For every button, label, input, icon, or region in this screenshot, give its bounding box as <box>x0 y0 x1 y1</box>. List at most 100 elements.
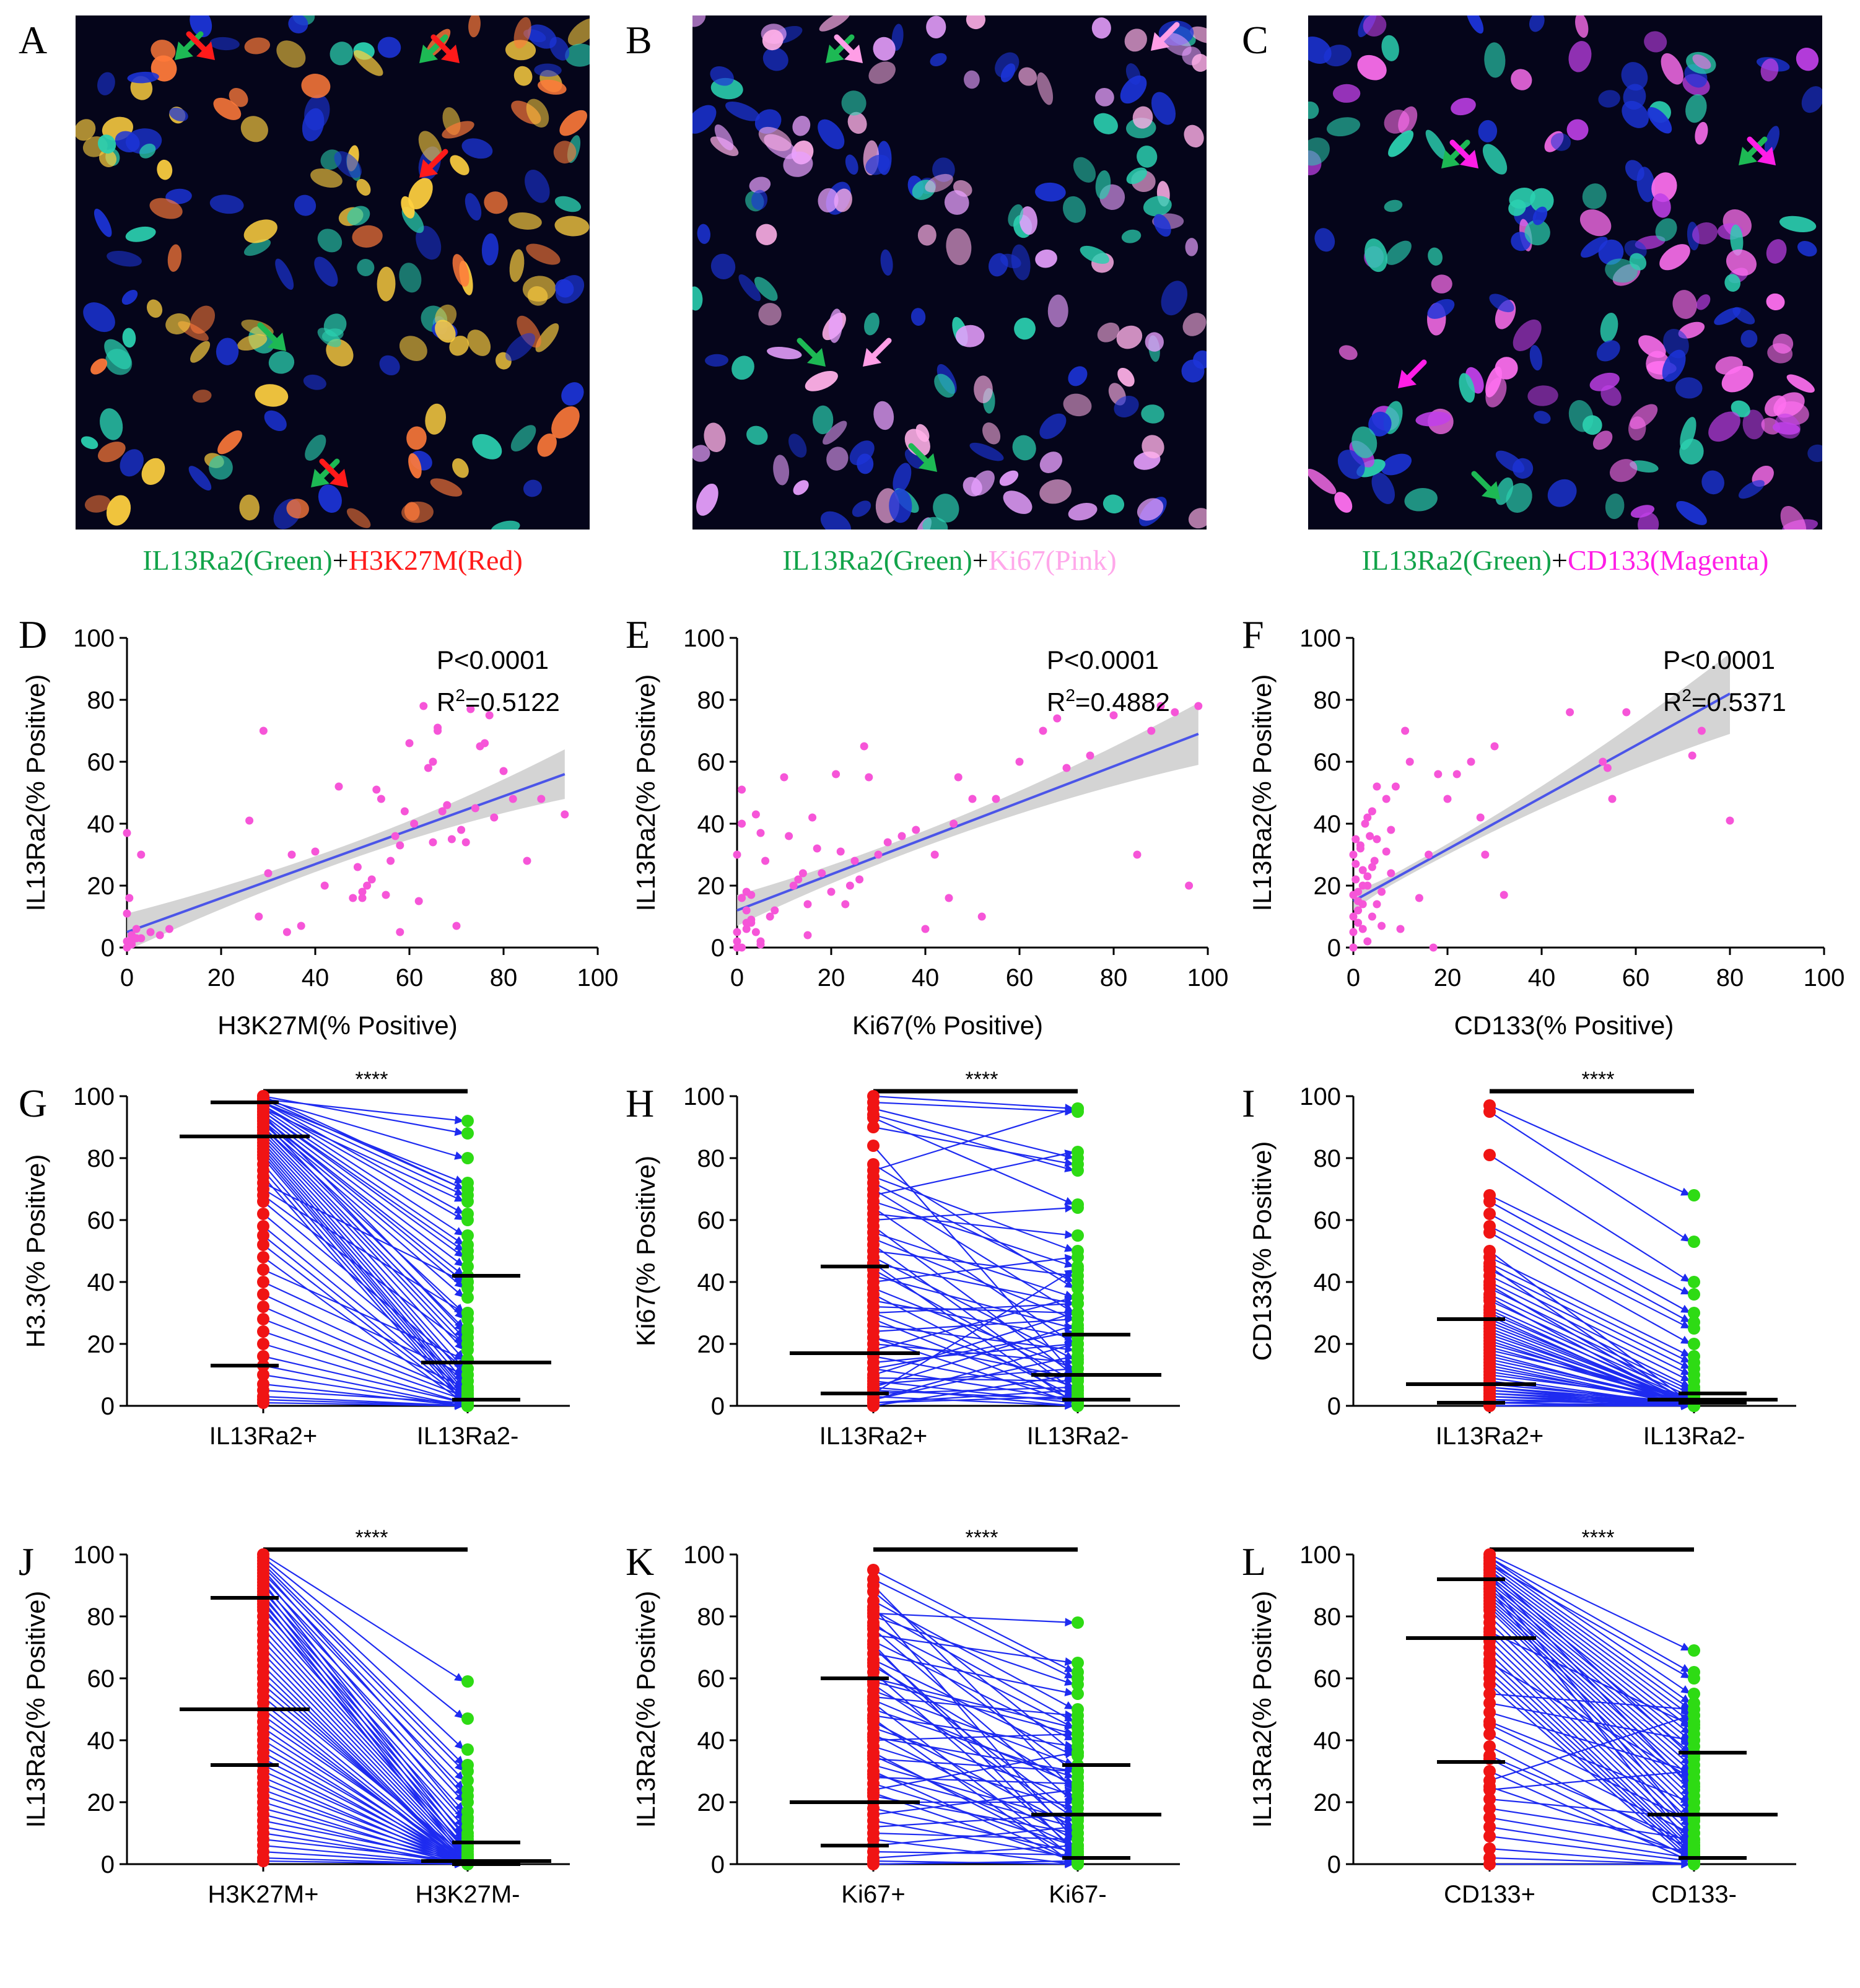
pair-line <box>873 1269 1075 1394</box>
y-tick-label: 20 <box>87 1789 115 1816</box>
pair-arrowhead <box>1680 1834 1690 1843</box>
cell-nucleus <box>1621 62 1648 91</box>
cell-nucleus <box>98 149 117 168</box>
cell-nucleus <box>416 225 442 260</box>
pair-arrowhead <box>1064 1805 1074 1815</box>
data-point <box>798 869 807 878</box>
data-point <box>282 928 291 936</box>
pair-arrowhead <box>1065 1710 1074 1719</box>
pair-line <box>873 1745 1075 1810</box>
cell-nucleus <box>472 434 502 460</box>
cell-nucleus <box>1582 415 1602 435</box>
cell-nucleus <box>301 73 331 98</box>
cell-nucleus <box>751 190 768 210</box>
negative-group-point <box>1688 1236 1700 1248</box>
cell-nucleus <box>704 422 726 453</box>
data-point <box>794 875 803 884</box>
cell-nucleus <box>1142 435 1164 459</box>
negative-group-point <box>461 1790 474 1802</box>
cell-nucleus <box>1091 17 1111 39</box>
x-tick-label: 20 <box>207 964 235 992</box>
pair-arrowhead <box>1680 1367 1690 1375</box>
stat-r-squared-superscript: 2 <box>455 686 465 705</box>
pair-line <box>263 1672 465 1865</box>
y-tick-label: 40 <box>87 811 115 838</box>
pair-line <box>263 1838 465 1862</box>
cell-nucleus <box>305 434 326 461</box>
pair-line <box>1489 1327 1691 1407</box>
negative-group-point <box>461 1743 474 1756</box>
cell-nucleus <box>788 434 807 458</box>
pair-line <box>263 1402 465 1407</box>
negative-group-point <box>1072 1102 1084 1115</box>
data-point <box>386 857 395 865</box>
cell-nucleus <box>1652 193 1671 218</box>
pair-line <box>1489 1250 1691 1403</box>
pair-arrowhead <box>1680 1286 1690 1294</box>
cell-nucleus <box>1581 237 1608 258</box>
cell-nucleus <box>209 194 244 214</box>
pair-line <box>1489 1563 1691 1679</box>
pair-line <box>873 1773 1075 1828</box>
data-point <box>457 826 466 834</box>
positive-group-point <box>867 1121 880 1133</box>
pair-arrowhead <box>1064 1274 1074 1282</box>
negative-group-point <box>461 1338 474 1350</box>
pair-line <box>873 1206 1075 1221</box>
y-tick-label: 20 <box>1314 1331 1342 1358</box>
pair-line <box>263 1622 465 1846</box>
cell-nucleus <box>1647 107 1672 134</box>
pair-line <box>1489 1269 1691 1369</box>
cell-nucleus <box>1451 97 1476 116</box>
cell-nucleus <box>692 105 717 134</box>
cell-nucleus <box>243 239 271 256</box>
cell-nucleus <box>1760 58 1779 82</box>
significance-label: **** <box>1582 1068 1615 1091</box>
negative-group-point <box>1688 1709 1700 1722</box>
pair-arrowhead <box>454 1372 464 1381</box>
cell-nucleus <box>151 40 176 62</box>
cell-nucleus <box>767 347 802 360</box>
data-point <box>485 711 494 720</box>
cell-nucleus <box>1466 15 1484 34</box>
data-point <box>1405 757 1414 766</box>
cell-nucleus <box>762 29 784 51</box>
cell-nucleus <box>1097 322 1120 342</box>
pair-line <box>263 1563 465 1766</box>
cell-nucleus <box>565 43 590 67</box>
data-point <box>320 881 329 890</box>
data-point <box>400 807 409 816</box>
cell-nucleus <box>868 61 896 84</box>
pair-line <box>263 1130 465 1338</box>
panel-letter-b: B <box>626 18 652 62</box>
cell-nucleus <box>513 66 533 86</box>
pair-arrowhead <box>1680 1805 1690 1815</box>
positive-group-point <box>867 1158 880 1171</box>
positive-group-point <box>1483 1260 1496 1273</box>
pair-line <box>873 1733 1075 1840</box>
negative-group-point <box>1072 1229 1084 1242</box>
positive-group-point <box>1483 1811 1496 1824</box>
pair-line <box>873 1126 1075 1166</box>
pair-line <box>873 1699 1075 1785</box>
data-point <box>789 881 798 890</box>
cell-nucleus <box>1182 313 1207 336</box>
positive-group-point <box>1483 1728 1496 1740</box>
cell-nucleus <box>1132 106 1153 129</box>
pair-line <box>873 1380 1075 1404</box>
y-tick-label: 20 <box>697 873 725 900</box>
data-point <box>738 785 746 794</box>
cell-nucleus <box>84 495 111 513</box>
data-point <box>1382 847 1391 856</box>
cell-nucleus <box>1524 219 1550 246</box>
data-point <box>1062 764 1071 772</box>
y-tick-label: 100 <box>1299 1541 1341 1569</box>
pair-arrowhead <box>1064 1713 1074 1722</box>
cell-nucleus <box>1151 92 1176 125</box>
pair-line <box>263 1213 465 1382</box>
pair-line <box>873 1343 1075 1364</box>
cell-nucleus <box>1371 472 1395 504</box>
cell-nucleus <box>1338 345 1358 360</box>
data-point <box>424 764 432 772</box>
cell-nucleus <box>294 194 317 216</box>
